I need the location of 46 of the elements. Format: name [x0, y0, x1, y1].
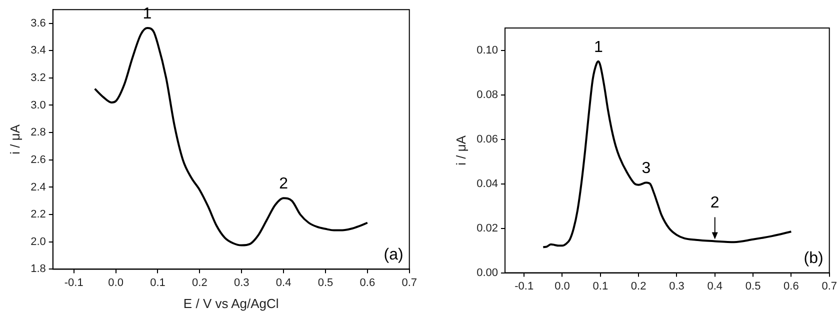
x-tick-label: 0.6 [360, 276, 376, 289]
annotation: 2 [710, 194, 720, 212]
line-series [94, 27, 368, 246]
y-tick-label: 3.0 [30, 99, 46, 112]
y-tick-label: 0.04 [476, 178, 498, 190]
y-tick-label: 3.2 [30, 72, 46, 84]
annotation: 2 [279, 176, 288, 193]
y-tick-label: 0.10 [476, 44, 498, 56]
y-tick-label: 0.00 [476, 266, 498, 279]
annotation: 3 [642, 160, 651, 178]
y-tick-label: 0.02 [476, 222, 498, 234]
y-tick-label: 2.8 [30, 126, 46, 139]
x-tick-label: 0.7 [402, 276, 418, 289]
x-tick-label: 0.6 [784, 280, 799, 292]
x-tick-label: 0.0 [108, 276, 124, 289]
x-tick-label: 0.5 [318, 276, 334, 289]
y-tick-label: 0.08 [476, 88, 498, 101]
y-tick-label: 2.4 [30, 181, 46, 194]
x-tick-label: 0.2 [192, 276, 208, 289]
y-tick-label: 1.8 [30, 263, 46, 276]
y-tick-label: 2.0 [30, 236, 46, 248]
annotation: 1 [594, 38, 604, 56]
x-tick-label: 0.7 [822, 280, 838, 292]
y-axis-title: i / μA [7, 124, 22, 154]
x-tick-label: 0.1 [150, 276, 166, 289]
annotation: (b) [804, 250, 824, 268]
annotation: 1 [142, 5, 152, 22]
x-tick-label: 0.1 [592, 280, 608, 292]
y-tick-label: 2.2 [30, 208, 46, 221]
x-tick-label: 0.4 [276, 276, 292, 289]
y-tick-label: 3.4 [30, 44, 46, 57]
y-tick-label: 2.6 [30, 154, 46, 166]
x-tick-label: 0.3 [669, 280, 684, 292]
annotation: (a) [384, 246, 404, 264]
x-tick-label: -0.1 [64, 276, 84, 289]
y-axis-title: i / μA [453, 135, 468, 166]
y-tick-label: 0.06 [476, 133, 498, 146]
x-axis-title: E / V vs Ag/AgCl [183, 296, 279, 311]
x-tick-label: -0.1 [514, 280, 534, 292]
y-tick-label: 3.6 [30, 17, 46, 30]
x-tick-label: 0.0 [554, 280, 570, 292]
x-tick-label: 0.5 [745, 280, 761, 292]
x-tick-label: 0.3 [234, 276, 250, 289]
x-tick-label: 0.4 [707, 280, 723, 292]
x-tick-label: 0.2 [630, 280, 646, 292]
line-series [542, 60, 792, 248]
